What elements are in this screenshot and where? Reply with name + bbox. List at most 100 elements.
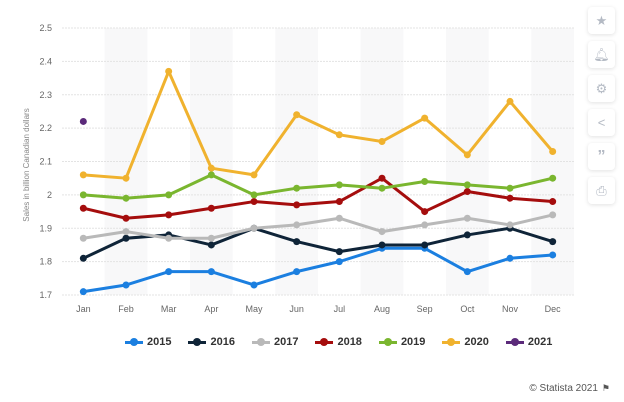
notification-button[interactable]: 🔔︎ xyxy=(588,41,615,68)
data-point-2015 xyxy=(165,268,173,276)
series-line-2015 xyxy=(83,246,553,294)
data-point-2015 xyxy=(79,288,87,296)
y-tick-label: 2.1 xyxy=(39,157,52,167)
gear-icon: ⚙ xyxy=(595,80,608,96)
data-point-2017 xyxy=(378,228,386,236)
legend-swatch xyxy=(188,338,207,346)
copyright-text[interactable]: © Statista 2021 xyxy=(529,383,598,394)
legend-label: 2015 xyxy=(147,336,172,348)
data-point-2019 xyxy=(293,184,301,192)
data-point-2020 xyxy=(293,111,301,119)
data-point-2017 xyxy=(463,214,471,222)
share-button[interactable]: < xyxy=(588,109,615,136)
data-point-2017 xyxy=(549,211,557,219)
data-point-2018 xyxy=(79,204,87,212)
x-tick-label: Jul xyxy=(334,304,346,314)
legend-swatch xyxy=(251,338,270,346)
series-line-2020 xyxy=(83,69,554,180)
legend-item-2019[interactable]: 2019 xyxy=(378,336,425,348)
y-axis-label: Sales in billion Canadian dollars xyxy=(22,108,31,221)
data-point-2016 xyxy=(378,241,386,249)
data-point-2016 xyxy=(207,241,215,249)
data-point-2019 xyxy=(463,181,471,189)
legend-item-2018[interactable]: 2018 xyxy=(315,336,362,348)
data-point-2018 xyxy=(122,214,130,222)
x-tick-label: Oct xyxy=(460,304,475,314)
series-line-2019 xyxy=(83,173,554,200)
series-line-2017 xyxy=(83,213,554,240)
data-point-2020 xyxy=(549,147,557,155)
data-point-2021 xyxy=(79,117,87,125)
legend-swatch xyxy=(125,338,143,346)
data-point-2019 xyxy=(506,184,514,192)
x-tick-label: Feb xyxy=(118,304,134,314)
data-point-2020 xyxy=(165,67,173,75)
legend: 2015 2016 2017 2018 2019 2020 2021 xyxy=(125,336,552,348)
data-point-2017 xyxy=(421,221,429,229)
flag-icon[interactable]: ⚑ xyxy=(601,383,610,393)
legend-item-2016[interactable]: 2016 xyxy=(188,336,235,348)
data-point-2020 xyxy=(79,171,87,179)
data-point-2015 xyxy=(250,281,258,289)
data-point-2019 xyxy=(79,191,87,199)
bell-icon: 🔔︎ xyxy=(593,46,610,62)
data-point-2018 xyxy=(463,188,471,196)
data-point-2018 xyxy=(506,194,514,202)
data-point-2018 xyxy=(335,198,343,206)
y-tick-label: 2.2 xyxy=(39,123,52,133)
data-point-2019 xyxy=(549,174,557,182)
data-point-2020 xyxy=(335,131,343,139)
data-point-2017 xyxy=(250,224,258,232)
data-point-2016 xyxy=(463,231,471,239)
data-point-2016 xyxy=(549,238,557,246)
column-band xyxy=(190,28,233,295)
data-point-2016 xyxy=(335,248,343,256)
data-point-2019 xyxy=(378,184,386,192)
data-point-2019 xyxy=(165,191,173,199)
print-button[interactable]: ⎙ xyxy=(588,177,615,204)
data-point-2015 xyxy=(293,268,301,276)
data-point-2019 xyxy=(335,181,343,189)
data-point-2020 xyxy=(463,151,471,159)
print-icon: ⎙ xyxy=(596,182,607,198)
legend-swatch xyxy=(442,338,461,346)
data-point-2018 xyxy=(549,198,557,206)
x-tick-label: Dec xyxy=(545,304,562,314)
data-point-2015 xyxy=(506,254,514,262)
data-point-2019 xyxy=(250,191,258,199)
legend-label: 2021 xyxy=(527,336,553,348)
series-line-2016 xyxy=(82,226,554,260)
data-point-2018 xyxy=(250,198,258,206)
share-icon: < xyxy=(597,115,606,130)
data-point-2018 xyxy=(293,201,301,209)
x-tick-label: Mar xyxy=(161,304,177,314)
x-tick-label: Aug xyxy=(374,304,390,314)
y-tick-label: 2 xyxy=(47,190,52,200)
data-point-2019 xyxy=(207,171,215,179)
y-tick-label: 2.5 xyxy=(39,23,52,33)
data-point-2015 xyxy=(122,281,130,289)
legend-item-2021[interactable]: 2021 xyxy=(505,336,553,348)
legend-label: 2016 xyxy=(210,336,235,348)
legend-item-2020[interactable]: 2020 xyxy=(442,336,489,348)
legend-item-2017[interactable]: 2017 xyxy=(251,336,298,348)
data-point-2015 xyxy=(549,251,557,259)
data-point-2017 xyxy=(293,221,301,229)
data-point-2018 xyxy=(207,204,215,212)
data-point-2018 xyxy=(421,208,429,216)
x-tick-label: Apr xyxy=(204,304,218,314)
y-tick-label: 1.9 xyxy=(39,223,52,233)
data-point-2020 xyxy=(506,97,514,105)
copyright: © Statista 2021 ⚑ xyxy=(529,383,610,394)
favorite-button[interactable]: ★ xyxy=(588,7,615,34)
x-tick-label: May xyxy=(245,304,263,314)
star-icon: ★ xyxy=(595,12,608,28)
legend-swatch xyxy=(378,338,397,346)
data-point-2017 xyxy=(165,234,173,242)
x-tick-label: Sep xyxy=(417,304,433,314)
y-tick-label: 1.7 xyxy=(39,290,52,300)
legend-item-2015[interactable]: 2015 xyxy=(125,336,171,348)
data-point-2020 xyxy=(207,164,215,172)
settings-button[interactable]: ⚙ xyxy=(588,75,615,102)
cite-button[interactable]: ” xyxy=(588,143,615,170)
